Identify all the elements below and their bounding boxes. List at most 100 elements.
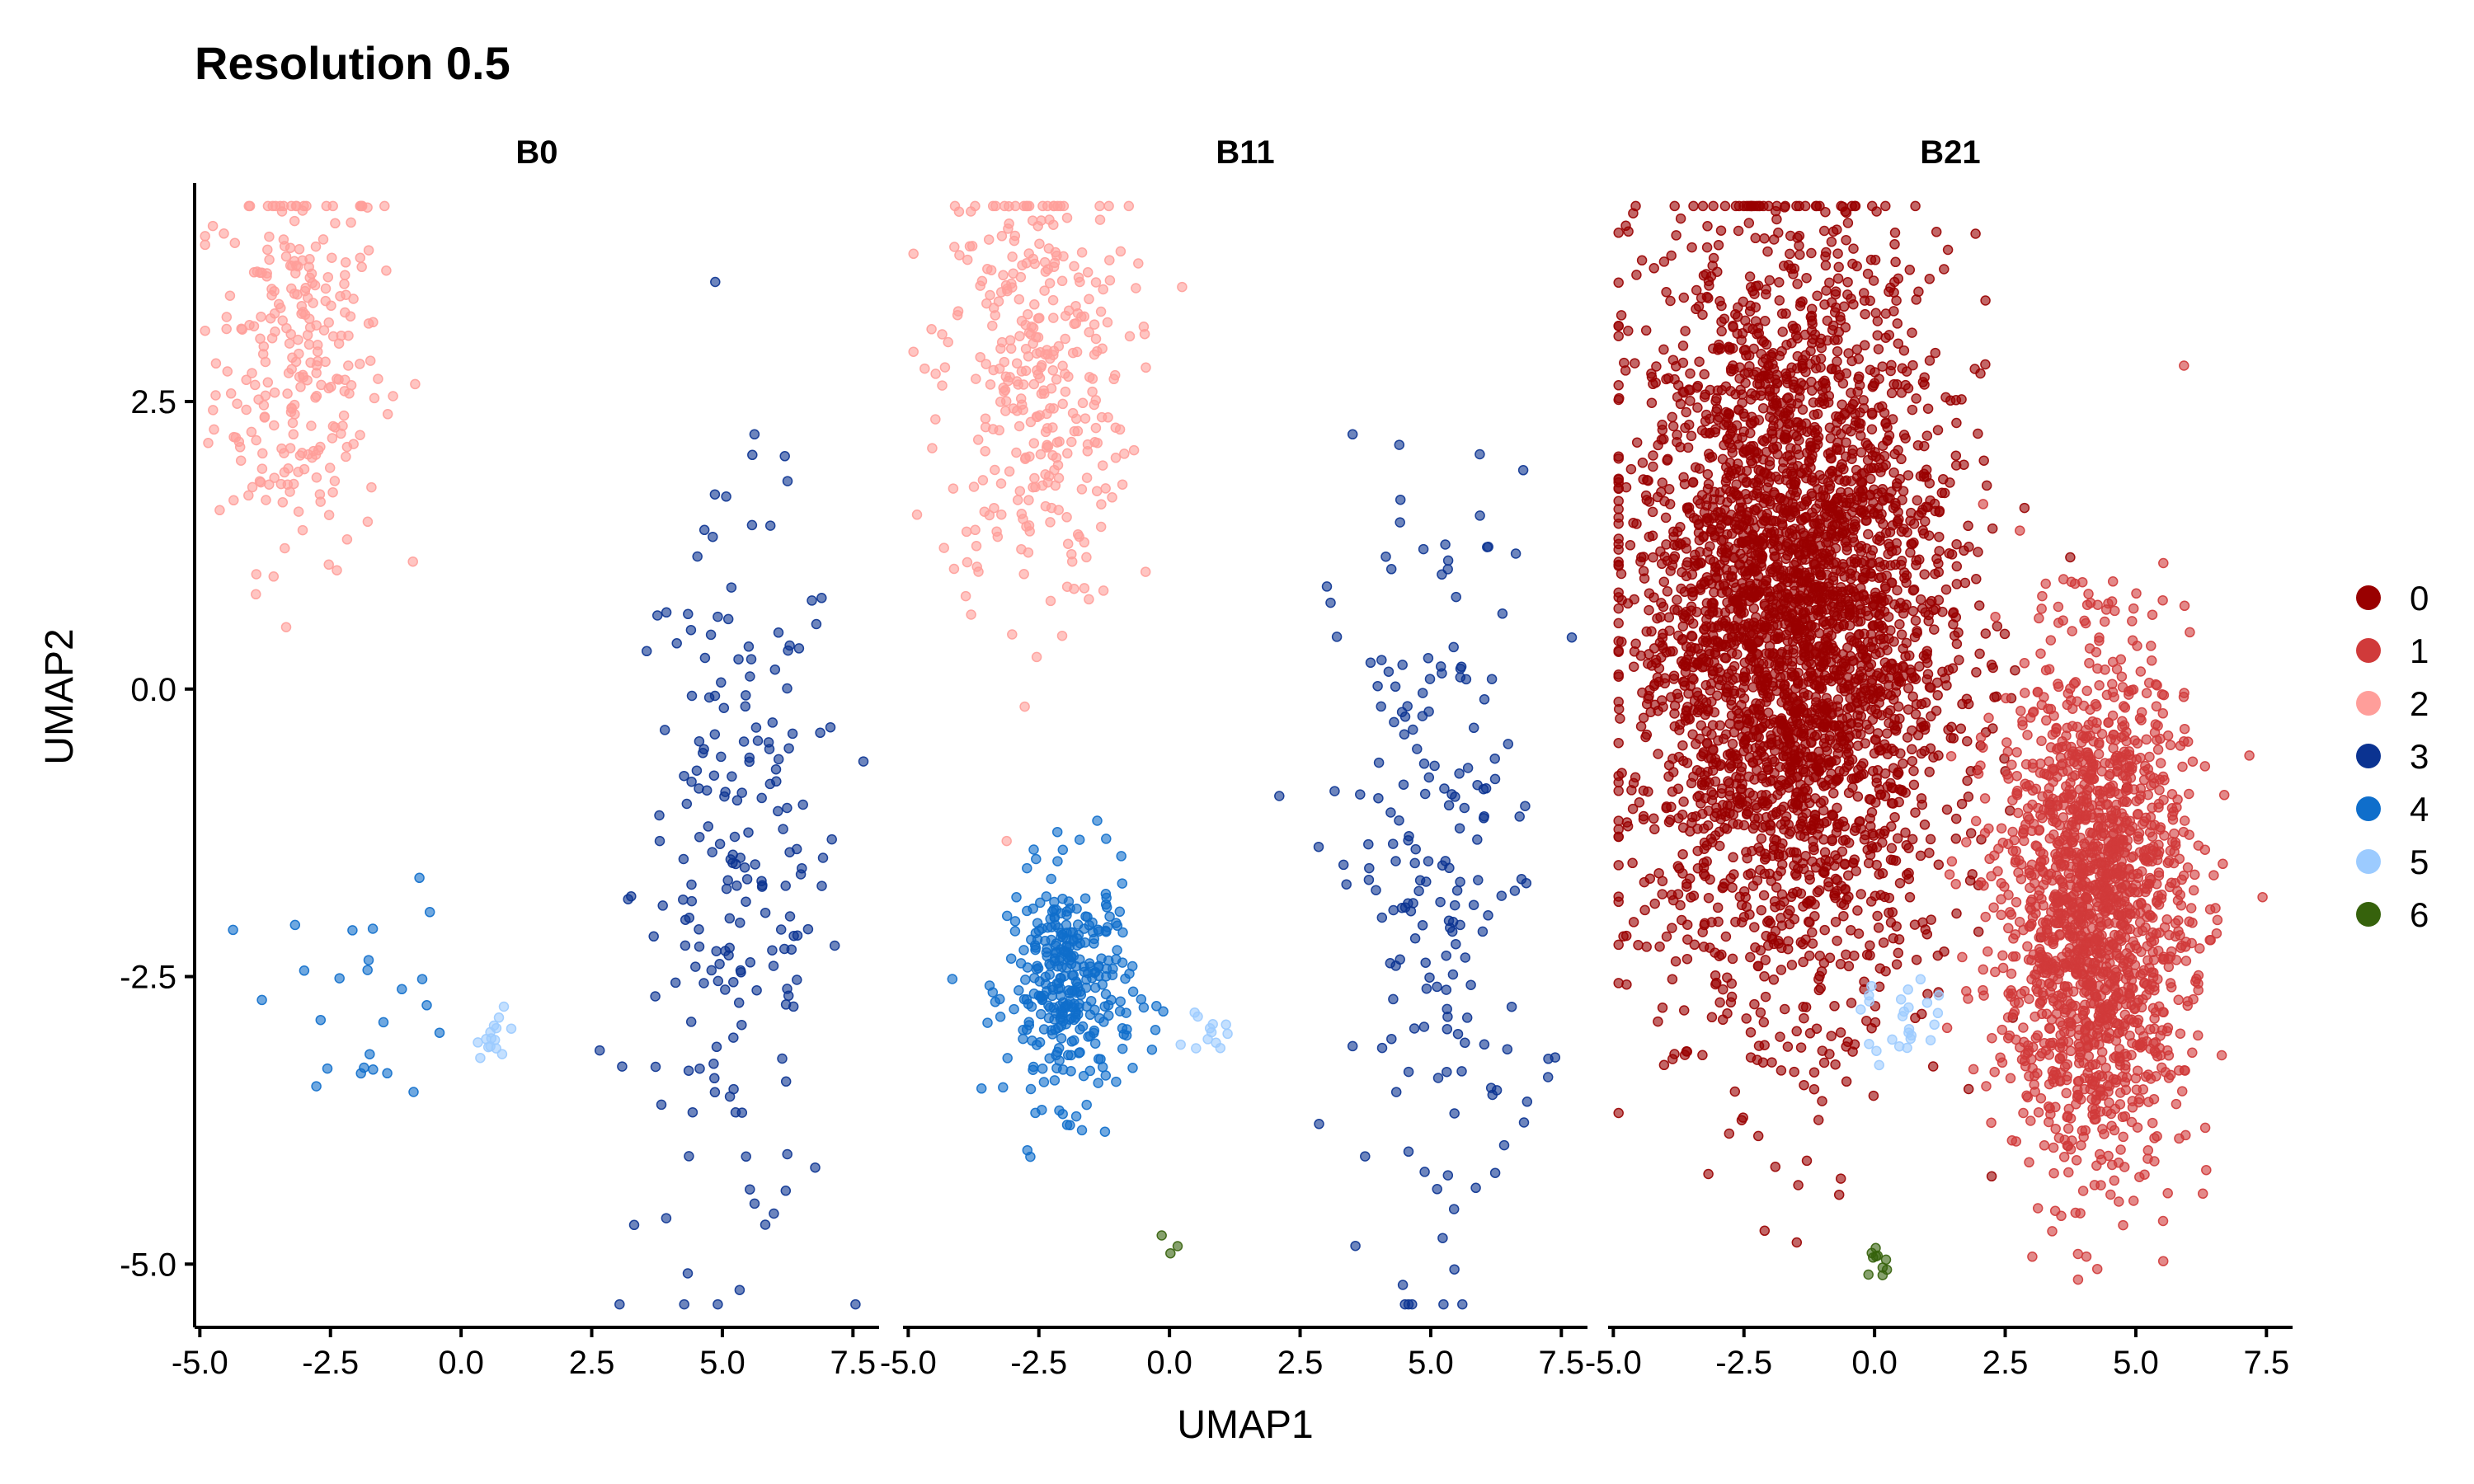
data-point-cluster-2 [366,481,377,493]
data-point-cluster-0 [1697,309,1708,320]
data-point-cluster-0 [1812,592,1823,603]
data-point-cluster-2 [210,390,221,401]
data-point-cluster-2 [1082,439,1094,450]
data-point-cluster-0 [1865,689,1875,700]
data-point-cluster-3 [720,787,731,797]
data-point-cluster-0 [1866,704,1877,716]
data-point-cluster-2 [339,279,350,289]
data-point-cluster-3 [1449,1264,1460,1275]
data-point-cluster-0 [1691,514,1703,525]
data-point-cluster-0 [1776,570,1787,580]
data-point-cluster-4 [1127,1063,1138,1073]
data-point-cluster-2 [949,200,961,212]
data-points [1613,200,2268,1285]
facet-strip-label: B11 [1216,134,1274,171]
data-point-cluster-4 [1047,984,1059,995]
data-point-cluster-3 [1441,984,1452,995]
data-point-cluster-2 [1049,257,1061,269]
data-point-cluster-3 [815,727,825,739]
data-point-cluster-0 [1725,364,1737,374]
data-point-cluster-2 [336,428,346,439]
data-point-cluster-2 [329,476,341,486]
data-point-cluster-3 [1313,841,1324,852]
data-point-cluster-0 [1893,273,1904,284]
x-tick-label: 5.0 [699,1345,745,1381]
data-point-cluster-0 [1818,957,1830,969]
data-point-cluster-0 [1951,579,1963,589]
data-point-cluster-2 [1046,383,1057,394]
data-point-cluster-0 [1786,660,1798,672]
data-point-cluster-0 [1886,359,1897,371]
data-point-cluster-0 [1792,787,1804,798]
data-point-cluster-2 [369,392,380,404]
data-point-cluster-3 [661,607,672,618]
data-point-cluster-3 [773,627,784,638]
data-point-cluster-0 [1911,393,1921,404]
data-point-cluster-0 [1924,274,1935,284]
data-point-cluster-3 [661,1213,672,1223]
data-point-cluster-0 [1900,433,1911,444]
data-point-cluster-2 [232,398,242,409]
data-point-cluster-0 [1726,991,1738,1003]
data-point-cluster-0 [1838,910,1849,922]
data-point-cluster-3 [775,924,787,935]
data-point-cluster-2 [297,524,308,536]
data-point-cluster-0 [1888,467,1899,478]
data-point-cluster-0 [1667,411,1677,423]
data-point-cluster-0 [1857,649,1868,660]
data-point-cluster-2 [975,351,985,363]
data-point-cluster-3 [685,624,697,636]
data-point-cluster-0 [1707,665,1718,677]
data-point-cluster-0 [1794,549,1804,561]
data-point-cluster-0 [1672,594,1682,605]
data-point-cluster-0 [1950,834,1962,844]
data-point-cluster-0 [1884,672,1895,683]
data-point-cluster-3 [1409,857,1420,869]
data-point-cluster-0 [1766,591,1776,602]
data-point-cluster-0 [1740,378,1751,388]
data-point-cluster-3 [1442,555,1454,566]
data-point-cluster-0 [1644,691,1654,702]
data-point-cluster-3 [736,1019,747,1031]
data-point-cluster-3 [617,1061,628,1072]
data-point-cluster-2 [1096,499,1107,510]
data-point-cluster-0 [1853,542,1865,553]
data-point-cluster-0 [1696,750,1707,762]
data-point-cluster-0 [1811,697,1822,707]
data-point-cluster-0 [1654,941,1665,952]
data-point-cluster-0 [1830,289,1841,300]
data-point-cluster-2 [979,506,990,517]
data-point-cluster-2 [327,331,339,342]
data-point-cluster-0 [1924,767,1935,777]
data-point-cluster-0 [1712,414,1724,425]
data-point-cluster-2 [1012,495,1023,505]
data-point-cluster-0 [1685,368,1696,379]
data-point-cluster-0 [1669,200,1680,212]
data-point-cluster-0 [1777,326,1788,337]
data-point-cluster-0 [1741,350,1752,361]
data-point-cluster-2 [307,452,317,463]
data-point-cluster-0 [1842,276,1853,288]
data-point-cluster-0 [1799,200,1811,212]
facet-panels: B0-5.0 -2.5 0.0 2.5 5.0 7.5-5.0-2.50.02.5B11-… [120,134,2293,1381]
data-point-cluster-3 [1432,1073,1444,1083]
data-point-cluster-3 [770,763,782,775]
data-point-cluster-3 [726,582,737,593]
data-point-cluster-3 [1479,1039,1490,1050]
data-point-cluster-0 [1752,749,1763,761]
data-point-cluster-0 [1820,206,1831,218]
data-point-cluster-3 [744,756,755,768]
data-point-cluster-0 [1658,1059,1670,1071]
data-point-cluster-0 [1888,932,1899,944]
data-point-cluster-2 [1032,364,1042,376]
data-point-cluster-2 [1066,556,1078,567]
data-point-cluster-3 [782,683,793,694]
data-point-cluster-0 [1667,420,1679,432]
data-point-cluster-2 [1032,312,1044,324]
data-point-cluster-0 [1802,539,1813,550]
data-point-cluster-2 [985,379,996,390]
data-point-cluster-2 [246,426,257,438]
data-point-cluster-2 [1124,331,1136,342]
data-point-cluster-3 [1460,952,1471,963]
data-point-cluster-0 [1839,821,1851,832]
